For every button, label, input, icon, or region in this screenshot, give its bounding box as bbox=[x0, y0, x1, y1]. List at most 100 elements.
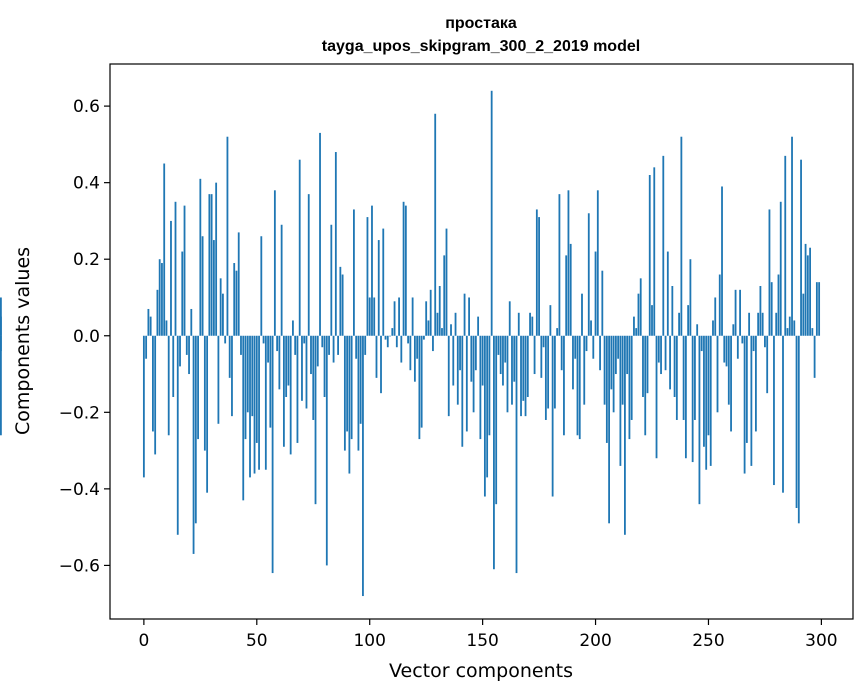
bar bbox=[425, 301, 428, 336]
bar bbox=[483, 335, 486, 497]
bar bbox=[454, 312, 457, 336]
bar bbox=[596, 190, 599, 336]
bar bbox=[748, 312, 751, 336]
bar bbox=[474, 335, 477, 371]
bar bbox=[493, 335, 495, 570]
bar bbox=[434, 113, 437, 336]
bar bbox=[757, 312, 760, 336]
bar bbox=[443, 255, 446, 336]
bar bbox=[818, 282, 821, 336]
bar bbox=[795, 335, 798, 508]
bar bbox=[565, 255, 568, 336]
bar bbox=[468, 297, 470, 336]
bar bbox=[208, 194, 211, 336]
bar bbox=[382, 228, 385, 336]
bar bbox=[700, 335, 703, 352]
bar bbox=[427, 320, 430, 336]
bar bbox=[280, 224, 283, 336]
bar bbox=[158, 259, 161, 336]
y-tick-label: −0.4 bbox=[59, 480, 100, 500]
bar bbox=[773, 335, 775, 486]
bar bbox=[215, 182, 218, 336]
bar bbox=[576, 335, 579, 436]
bar bbox=[723, 335, 726, 363]
bar bbox=[212, 240, 215, 336]
bar bbox=[402, 201, 405, 336]
bar bbox=[610, 335, 613, 390]
bar bbox=[152, 335, 154, 432]
bar bbox=[479, 335, 482, 440]
bar bbox=[174, 201, 177, 336]
bar bbox=[651, 305, 653, 336]
bar bbox=[630, 335, 633, 420]
bar bbox=[605, 335, 608, 443]
bar bbox=[319, 132, 321, 336]
bar bbox=[551, 335, 554, 497]
bar bbox=[292, 320, 294, 336]
bar bbox=[269, 335, 272, 428]
bar bbox=[678, 312, 681, 336]
bar bbox=[696, 324, 699, 336]
bar bbox=[463, 293, 466, 336]
bar bbox=[662, 155, 665, 336]
bar bbox=[222, 293, 224, 336]
bar bbox=[691, 335, 694, 463]
bar bbox=[262, 335, 265, 344]
bar bbox=[334, 152, 337, 336]
bar bbox=[526, 335, 529, 397]
bar bbox=[682, 335, 685, 420]
bar bbox=[495, 335, 498, 505]
bar bbox=[235, 270, 238, 336]
bar bbox=[675, 335, 678, 420]
bar bbox=[553, 335, 556, 409]
bar bbox=[648, 175, 651, 336]
y-tick-label: 0.6 bbox=[73, 97, 100, 117]
bar bbox=[800, 159, 802, 336]
bar bbox=[459, 335, 461, 371]
bar bbox=[594, 251, 597, 336]
bar bbox=[788, 316, 791, 336]
bar bbox=[793, 320, 796, 336]
bar bbox=[149, 316, 152, 336]
bar bbox=[784, 155, 787, 336]
bar bbox=[332, 335, 335, 363]
bar bbox=[470, 335, 473, 382]
bar bbox=[445, 228, 448, 336]
bar bbox=[612, 335, 615, 413]
bar bbox=[391, 328, 394, 336]
bar bbox=[513, 335, 516, 382]
bar bbox=[395, 335, 398, 348]
bar bbox=[355, 335, 358, 359]
bar bbox=[599, 335, 601, 371]
bar bbox=[583, 335, 586, 405]
bar bbox=[305, 335, 308, 409]
bar bbox=[386, 335, 389, 348]
bar bbox=[520, 335, 522, 417]
bar bbox=[188, 335, 190, 375]
bar bbox=[429, 289, 432, 336]
bar bbox=[809, 247, 811, 336]
bar bbox=[436, 312, 439, 336]
bar bbox=[246, 335, 249, 413]
bar bbox=[608, 335, 610, 524]
bar bbox=[639, 278, 642, 336]
bar bbox=[657, 335, 660, 363]
bar bbox=[581, 293, 583, 336]
bar bbox=[461, 335, 464, 447]
bar bbox=[481, 335, 484, 386]
bar bbox=[635, 328, 638, 336]
bar bbox=[703, 335, 705, 447]
bar bbox=[400, 335, 403, 363]
bar bbox=[409, 335, 412, 371]
bar bbox=[741, 335, 744, 344]
bar bbox=[312, 335, 315, 420]
bar bbox=[563, 335, 565, 436]
bar bbox=[585, 335, 588, 352]
bar bbox=[477, 316, 480, 336]
bar bbox=[330, 224, 333, 336]
bar bbox=[524, 335, 527, 417]
bar bbox=[782, 335, 784, 493]
bar bbox=[777, 274, 780, 336]
bar bbox=[680, 136, 683, 336]
